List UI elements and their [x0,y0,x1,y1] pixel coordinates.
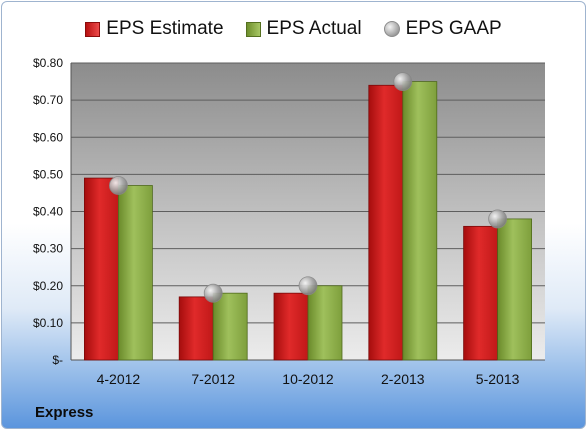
legend-label-eps-gaap: EPS GAAP [405,18,502,39]
y-tick-label-8: $0.80 [33,56,63,70]
plot-area: $- $0.10 $0.20 $0.30 $0.40 $0.50 $0.60 $0.70 $0.… [33,56,545,387]
y-tick-label-3: $0.30 [33,242,63,256]
legend-item-eps-actual: EPS Actual [245,18,362,40]
bar-eps-actual-4-2012 [118,185,153,361]
y-tick-label-5: $0.50 [33,167,63,181]
legend-swatch-eps-estimate [85,21,101,37]
x-tick-label-5-2013: 5-2013 [476,371,520,387]
y-tick-label-7: $0.70 [33,93,63,107]
bar-eps-estimate-5-2013 [463,225,499,361]
bar-eps-estimate-7-2012 [178,296,214,361]
bar-eps-estimate-10-2012 [273,292,309,361]
legend-item-eps-estimate: EPS Estimate [85,18,224,40]
company-name: Express [35,404,94,421]
legend-swatch-eps-gaap [383,21,400,37]
x-tick-label-2-2013: 2-2013 [381,371,425,387]
x-tick-label-7-2012: 7-2012 [191,371,235,387]
marker-eps-gaap-2-2013 [393,72,413,91]
bar-eps-actual-10-2012 [307,285,343,361]
marker-eps-gaap-7-2012 [203,283,223,303]
legend-label-eps-estimate: EPS Estimate [106,18,224,39]
x-tick-label-10-2012: 10-2012 [282,371,334,387]
y-tick-label-0: $- [52,353,63,367]
legend-item-eps-gaap: EPS GAAP [383,18,502,40]
y-tick-label-2: $0.20 [33,279,63,293]
legend: EPS Estimate EPS Actual EPS GAAP [2,14,585,44]
y-tick-label-4: $0.40 [33,205,63,219]
marker-eps-gaap-10-2012 [298,276,318,296]
bar-eps-actual-2-2013 [402,81,438,361]
bar-eps-estimate-4-2012 [84,177,119,361]
bar-eps-actual-5-2013 [497,218,533,361]
marker-eps-gaap-4-2012 [109,176,128,195]
legend-swatch-eps-actual [245,21,261,37]
bar-eps-estimate-2-2013 [368,84,404,361]
bar-eps-actual-7-2012 [212,292,248,361]
marker-eps-gaap-5-2013 [488,209,508,229]
y-tick-label-6: $0.60 [33,130,63,144]
y-tick-label-1: $0.10 [33,316,63,330]
legend-label-eps-actual: EPS Actual [266,18,362,39]
x-tick-label-4-2012: 4-2012 [97,371,141,387]
